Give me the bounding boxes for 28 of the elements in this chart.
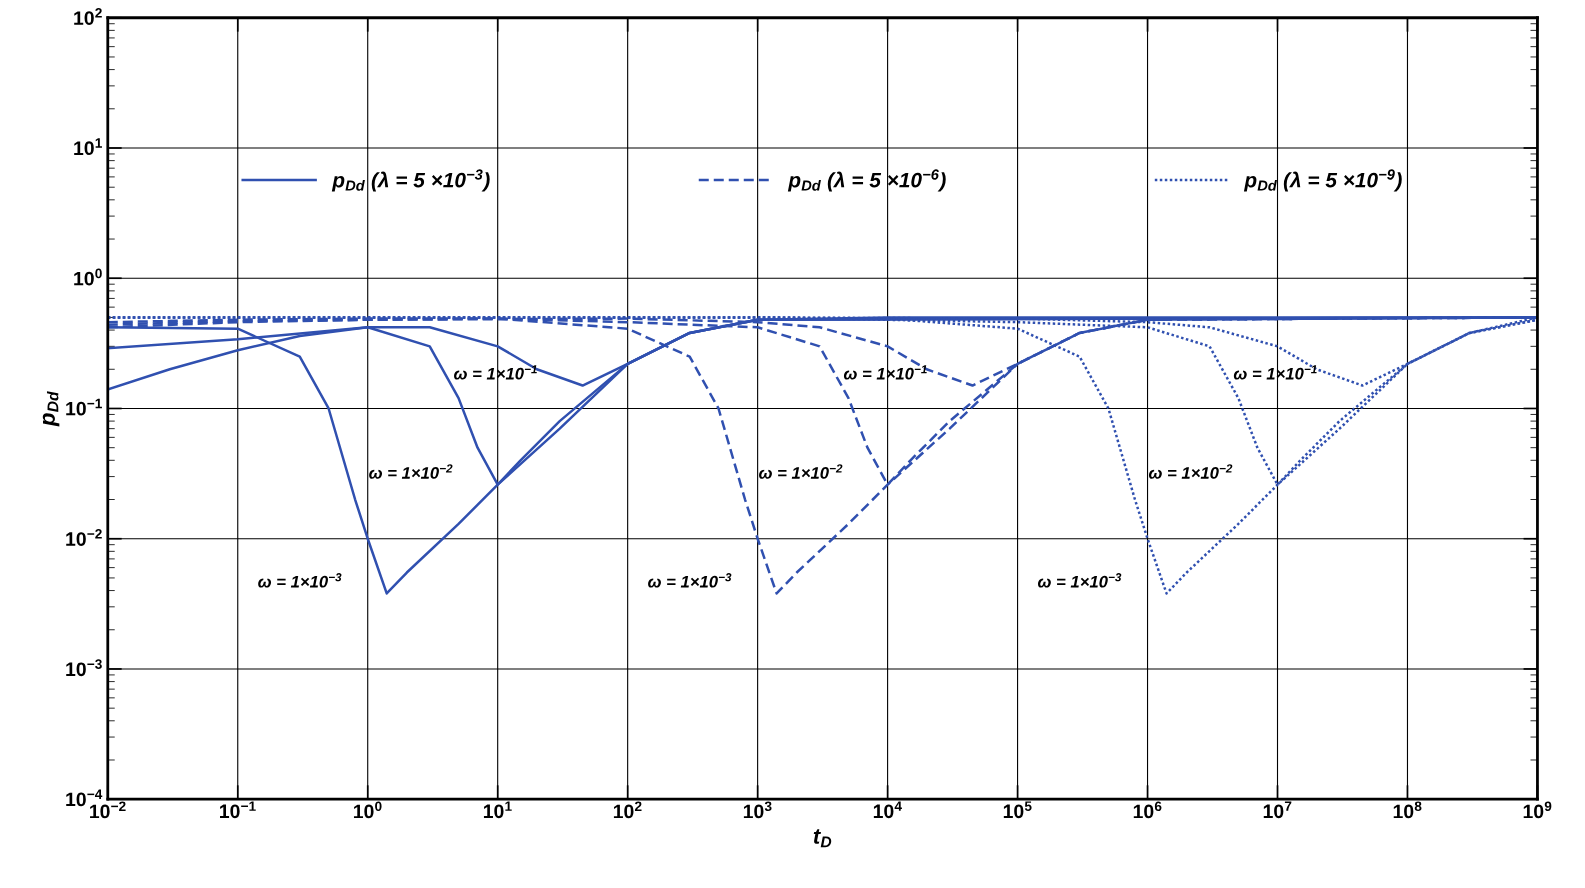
x-tick-label: 10$^{9}$ [1523, 801, 1552, 819]
x-tick-label: 10$^{−1}$ [220, 801, 256, 819]
y-axis-title: p$_{Dd}$ [42, 391, 60, 427]
x-tick-label: 10$^{1}$ [483, 801, 512, 819]
annotation: ω = 1×10$^{−3}$ [258, 573, 342, 588]
legend-label: p$_{Dd}$ (λ = 5 ×10$^{−3}$) [331, 169, 490, 192]
annotation: ω = 1×10$^{−3}$ [1037, 573, 1122, 588]
legend-label: p$_{Dd}$ (λ = 5 ×10$^{−9}$) [1243, 169, 1402, 192]
y-tick-label: 10$^{−2}$ [66, 529, 102, 546]
annotation: ω = 1×10$^{−3}$ [648, 573, 732, 588]
y-tick-label: 10$^{0}$ [74, 268, 102, 286]
x-tick-label: 10$^{0}$ [353, 801, 382, 819]
y-tick-label: 10$^{2}$ [74, 8, 102, 25]
x-tick-label: 10$^{6}$ [1133, 801, 1162, 819]
y-tick-label: 10$^{−3}$ [66, 659, 102, 677]
y-tick-label: 10$^{−1}$ [66, 398, 102, 416]
x-tick-label: 10$^{2}$ [613, 801, 642, 819]
annotation: ω = 1×10$^{−2}$ [369, 464, 453, 479]
x-tick-label: 10$^{3}$ [743, 801, 772, 819]
x-tick-label: 10$^{5}$ [1003, 801, 1032, 819]
annotation: ω = 1×10$^{−2}$ [759, 464, 843, 479]
x-tick-label: 10$^{8}$ [1393, 801, 1422, 819]
x-tick-label: 10$^{7}$ [1263, 801, 1292, 819]
x-axis-title: t$_{D}$ [813, 829, 832, 848]
x-tick-label: 10$^{4}$ [873, 801, 902, 819]
y-tick-label: 10$^{1}$ [74, 138, 102, 156]
legend-label: p$_{Dd}$ (λ = 5 ×10$^{−6}$) [787, 169, 946, 192]
annotation: ω = 1×10$^{−2}$ [1148, 464, 1233, 479]
